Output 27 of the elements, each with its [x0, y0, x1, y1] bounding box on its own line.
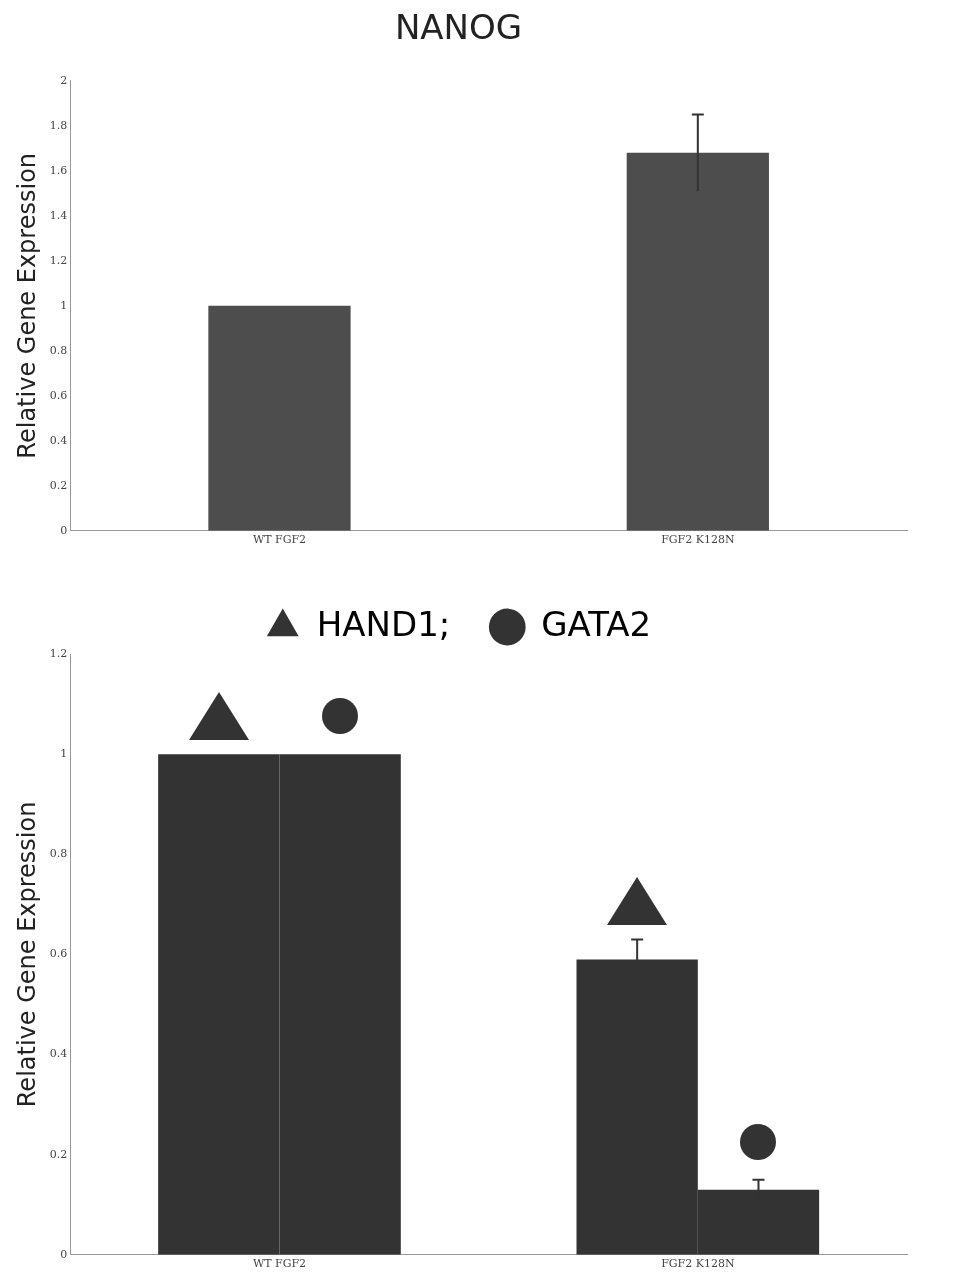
- y-tick-label: 1.2: [49, 646, 68, 660]
- y-tick-label: 1.4: [49, 208, 68, 222]
- y-tick-label: 1: [60, 298, 68, 312]
- y-tick-label: 2: [60, 73, 68, 87]
- y-tick-label: 1: [60, 746, 68, 760]
- legend-label: GATA2: [541, 603, 652, 644]
- y-tick-label: 0.6: [49, 947, 68, 961]
- y-axis-title: Relative Gene Expression: [12, 152, 41, 459]
- y-tick-label: 0: [60, 523, 68, 537]
- y-tick-label: 0.2: [49, 1147, 68, 1161]
- y-tick-label: 0.4: [49, 1047, 68, 1061]
- y-tick-label: 0.2: [49, 478, 68, 492]
- legend-label: HAND1;: [316, 603, 451, 644]
- x-tick-label: FGF2 K128N: [661, 533, 735, 547]
- x-tick-label: FGF2 K128N: [661, 1257, 735, 1271]
- chart-title: NANOG: [394, 7, 523, 48]
- x-tick-label: WT FGF2: [252, 1257, 307, 1271]
- y-tick-label: 0.4: [49, 433, 68, 447]
- y-tick-label: 0.6: [49, 388, 68, 402]
- y-tick-label: 1.6: [49, 163, 68, 177]
- y-tick-label: 0.8: [49, 343, 68, 357]
- y-tick-label: 0: [60, 1247, 68, 1261]
- y-axis-title: Relative Gene Expression: [12, 801, 41, 1108]
- x-tick-label: WT FGF2: [252, 533, 307, 547]
- y-tick-label: 0.8: [49, 847, 68, 861]
- y-tick-label: 1.2: [49, 253, 68, 267]
- y-tick-label: 1.8: [49, 118, 68, 132]
